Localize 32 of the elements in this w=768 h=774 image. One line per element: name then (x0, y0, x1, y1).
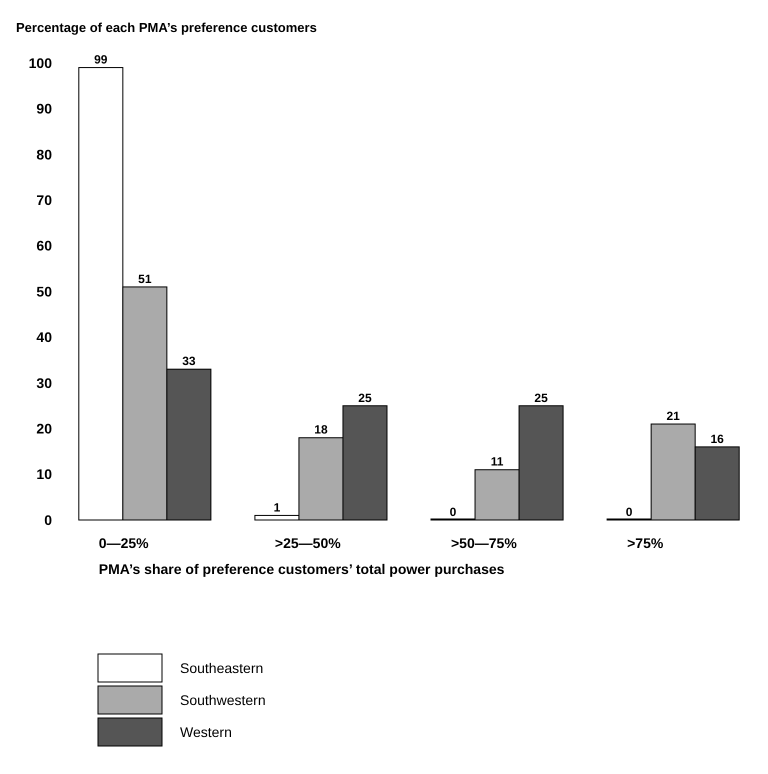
data-label: 16 (710, 432, 724, 446)
data-label: 11 (490, 454, 504, 469)
y-tick-label: 90 (36, 100, 52, 117)
data-label: 18 (314, 422, 328, 437)
x-tick-label: 0—25% (98, 535, 150, 551)
data-label: 25 (534, 390, 548, 405)
y-tick-label: 50 (36, 283, 52, 300)
x-tick-label: >50—75% (451, 535, 518, 551)
y-tick-label: 40 (36, 329, 52, 346)
x-tick-label: >75% (627, 535, 664, 551)
data-label: 21 (666, 409, 680, 424)
data-label: 1 (274, 500, 281, 514)
data-label: 99 (94, 52, 108, 67)
data-label: 0 (450, 505, 457, 519)
y-tick-label: 80 (36, 146, 52, 162)
y-tick-label: 100 (28, 54, 52, 71)
x-axis-title: PMA’s share of preference customers’ total power purchases (98, 561, 505, 577)
y-tick-label: 30 (36, 374, 52, 391)
legend-label: Southwestern (180, 692, 266, 708)
y-tick-label: 20 (36, 420, 52, 436)
y-tick-label: 70 (36, 192, 52, 208)
y-tick-label: 10 (36, 466, 52, 482)
data-label: 33 (182, 354, 196, 368)
y-tick-label: 0 (44, 512, 52, 528)
data-label: 51 (138, 272, 152, 286)
data-label: 25 (358, 390, 372, 405)
legend-label: Western (180, 724, 232, 740)
y-tick-label: 60 (36, 238, 52, 254)
x-tick-label: >25—50% (274, 535, 342, 551)
data-label: 0 (626, 505, 633, 519)
chart-title: Percentage of each PMA’s preference customers (16, 20, 317, 35)
legend-label: Southeastern (180, 660, 264, 676)
